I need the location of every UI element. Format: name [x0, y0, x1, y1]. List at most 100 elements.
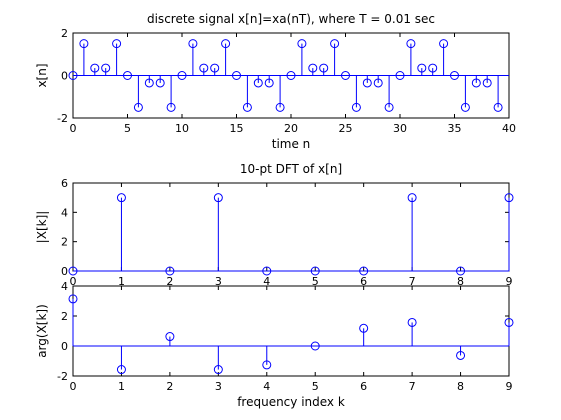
x-tick-label: 5: [124, 122, 131, 135]
stem-marker: [165, 266, 175, 276]
stem-marker: [68, 71, 78, 80]
stem-marker: [373, 78, 383, 88]
stem-marker: [308, 63, 318, 73]
x-tick-label: 3: [215, 380, 222, 393]
stem-marker: [319, 63, 329, 73]
y-tick-label: 2: [61, 236, 68, 249]
y-tick-label: -2: [57, 370, 68, 383]
x-tick-label: 25: [339, 122, 353, 135]
stem-marker: [407, 317, 417, 327]
y-tick-label: -2: [57, 112, 68, 125]
x-tick-label: 3: [215, 275, 222, 288]
y-tick-label: 6: [61, 177, 68, 190]
stem-marker: [351, 102, 361, 112]
stem-marker: [330, 39, 340, 49]
stem-marker: [275, 102, 285, 112]
stem-marker: [68, 294, 78, 304]
stem-marker: [359, 323, 369, 333]
stem-marker: [450, 71, 459, 80]
x-tick-label: 35: [448, 122, 462, 135]
x-tick-label: 6: [360, 275, 367, 288]
y-tick-label: 4: [61, 206, 68, 219]
x-tick-label: 30: [393, 122, 407, 135]
stem-marker: [362, 78, 372, 88]
stem-marker: [286, 71, 296, 80]
y-tick-label: 0: [61, 265, 68, 278]
x-tick-label: 1: [118, 380, 125, 393]
y-axis-label: arg(X[k]): [35, 304, 49, 358]
stem-marker: [232, 71, 241, 80]
stem-marker: [504, 317, 514, 327]
stem-marker: [504, 193, 514, 203]
stem-marker: [297, 39, 307, 49]
stem-marker: [417, 63, 427, 73]
stem-marker: [310, 266, 320, 276]
y-tick-label: 0: [61, 70, 68, 83]
stem-marker: [253, 78, 263, 88]
x-tick-label: 9: [506, 380, 513, 393]
stem-marker: [177, 71, 187, 80]
stem-marker: [133, 102, 143, 112]
plot-2: 0 1 2 3 4 5 6 7 8 9 0 2 4 6 10-pt DFT of x[n] |X[k]|: [35, 162, 514, 288]
stem-marker: [68, 266, 78, 276]
x-tick-label: 2: [166, 380, 173, 393]
stem-marker: [493, 102, 503, 112]
stem-marker: [456, 350, 466, 360]
x-tick-label: 6: [360, 380, 367, 393]
stem-marker: [213, 365, 223, 375]
x-tick-label: 7: [409, 380, 416, 393]
y-tick-label: 2: [61, 27, 68, 40]
stem-marker: [101, 63, 111, 73]
plot-title: discrete signal x[n]=xa(nT), where T = 0…: [147, 12, 435, 26]
y-tick-label: 2: [61, 310, 68, 323]
stem-marker: [428, 63, 438, 73]
stem-marker: [341, 71, 350, 80]
x-tick-label: 5: [312, 380, 319, 393]
y-axis-label: x[n]: [35, 63, 49, 87]
x-tick-label: 15: [230, 122, 244, 135]
x-axis-label: frequency index k: [237, 395, 345, 409]
x-tick-label: 4: [263, 275, 270, 288]
x-tick-label: 8: [457, 275, 464, 288]
stem-marker: [116, 193, 126, 203]
y-axis-label: |X[k]|: [35, 211, 49, 244]
stem-marker: [155, 78, 165, 88]
stem-marker: [144, 78, 154, 88]
stem-marker: [395, 71, 405, 80]
stem-marker: [221, 39, 231, 49]
stem-marker: [210, 63, 220, 73]
stem-marker: [407, 193, 417, 203]
axes-box: [72, 285, 510, 377]
stem-marker: [439, 39, 449, 49]
stem-marker: [384, 102, 394, 112]
y-tick-label: 4: [61, 280, 68, 293]
stem-marker: [213, 193, 223, 203]
x-tick-label: 1: [118, 275, 125, 288]
stem-marker: [242, 102, 252, 112]
stem-marker: [482, 78, 492, 88]
x-tick-label: 10: [175, 122, 189, 135]
x-tick-label: 7: [409, 275, 416, 288]
stem-marker: [165, 332, 175, 342]
x-tick-label: 2: [166, 275, 173, 288]
stem-marker: [188, 39, 198, 49]
stem-marker: [199, 63, 209, 73]
stem-marker: [460, 102, 470, 112]
x-tick-label: 0: [70, 275, 77, 288]
stem-marker: [406, 39, 416, 49]
x-tick-label: 0: [70, 380, 77, 393]
axes-box: [72, 182, 510, 272]
stem-marker: [262, 360, 272, 370]
stem-marker: [166, 102, 176, 112]
x-tick-label: 4: [263, 380, 270, 393]
x-tick-label: 40: [502, 122, 516, 135]
stem-marker: [79, 39, 89, 49]
x-tick-label: 8: [457, 380, 464, 393]
x-axis-label: time n: [272, 137, 311, 151]
plot-title: 10-pt DFT of x[n]: [240, 162, 342, 176]
stem-marker: [456, 266, 466, 276]
stem-marker: [310, 341, 320, 351]
x-tick-label: 20: [284, 122, 298, 135]
x-tick-label: 9: [506, 275, 513, 288]
